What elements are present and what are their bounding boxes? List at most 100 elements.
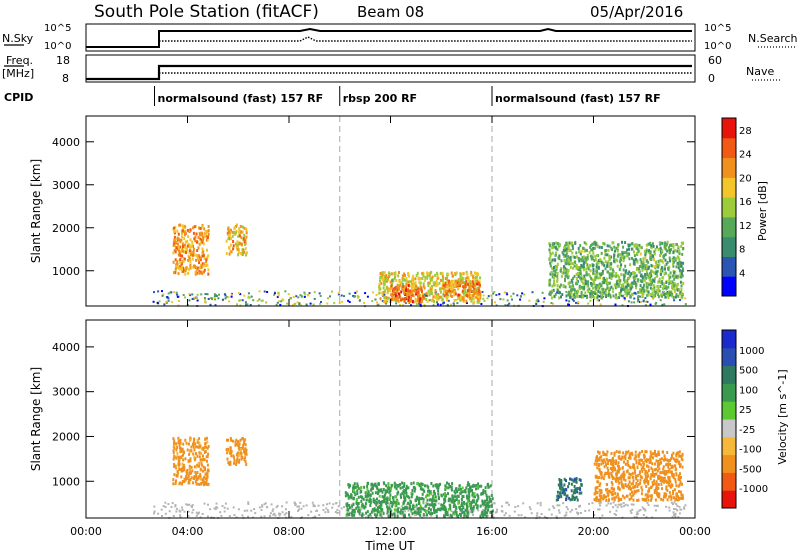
data-cell (647, 498, 650, 502)
data-cell (673, 496, 675, 500)
data-cell (446, 295, 449, 299)
data-cell (663, 272, 666, 276)
scatter-cell (612, 506, 615, 509)
data-cell (662, 498, 665, 502)
data-cell (450, 283, 453, 287)
data-cell (617, 499, 620, 503)
data-cell (679, 472, 681, 476)
data-cell (181, 466, 184, 470)
data-cell (556, 274, 559, 278)
scatter-cell (437, 502, 440, 505)
data-cell (595, 287, 598, 291)
colorbar-segment (722, 236, 736, 257)
data-cell (622, 259, 625, 263)
scatter-cell (241, 299, 244, 302)
data-cell (172, 260, 175, 264)
data-cell (244, 443, 247, 447)
data-cell (192, 445, 195, 449)
data-cell (609, 293, 612, 297)
data-cell (634, 454, 637, 458)
data-cell (624, 289, 627, 292)
data-cell (197, 235, 200, 239)
scatter-cell (382, 510, 385, 513)
data-cell (588, 250, 591, 254)
data-cell (611, 469, 614, 473)
data-cell (371, 508, 374, 512)
data-cell (552, 288, 555, 292)
data-cell (555, 246, 558, 250)
data-cell (626, 291, 628, 295)
data-cell (239, 230, 242, 234)
data-cell (402, 490, 405, 494)
scatter-cell (153, 505, 156, 508)
data-cell (393, 276, 396, 280)
scatter-cell (481, 291, 484, 293)
data-cell (671, 294, 673, 298)
scatter-cell (261, 504, 264, 507)
data-cell (600, 458, 603, 462)
data-cell (192, 247, 195, 251)
data-cell (620, 273, 623, 277)
data-cell (366, 484, 369, 488)
data-cell (233, 458, 236, 462)
data-cell (433, 283, 436, 287)
data-cell (604, 288, 607, 292)
data-cell (652, 456, 654, 460)
data-cell (640, 492, 643, 496)
data-cell (379, 276, 382, 280)
data-cell (639, 478, 642, 482)
data-cell (586, 263, 589, 267)
data-cell (415, 273, 418, 277)
data-cell (470, 290, 473, 293)
scatter-cell (642, 507, 645, 510)
data-cell (583, 287, 586, 291)
data-cell (188, 452, 191, 456)
data-cell (662, 465, 665, 469)
data-cell (657, 450, 660, 454)
scatter-cell (507, 503, 510, 506)
data-cell (189, 457, 192, 461)
data-cell (675, 458, 678, 462)
data-cell (426, 498, 429, 502)
scatter-cell (493, 502, 496, 505)
data-cell (174, 258, 177, 262)
data-cell (242, 442, 245, 446)
data-cell (236, 243, 239, 247)
data-cell (578, 294, 581, 298)
data-cell (173, 271, 176, 275)
data-cell (377, 510, 380, 514)
data-cell (422, 274, 425, 278)
data-cell (676, 498, 679, 502)
data-cell (380, 503, 383, 507)
data-cell (676, 255, 679, 259)
data-cell (606, 450, 609, 454)
data-cell (444, 510, 447, 514)
data-cell (550, 260, 553, 264)
data-cell (433, 489, 435, 493)
data-cell (667, 462, 670, 466)
data-cell (553, 245, 556, 249)
data-cell (436, 271, 438, 275)
data-cell (173, 231, 176, 235)
data-cell (183, 477, 186, 481)
data-cell (563, 483, 566, 487)
data-cell (595, 495, 598, 499)
data-cell (554, 258, 557, 262)
data-cell (654, 248, 657, 251)
data-cell (461, 289, 464, 293)
data-cell (232, 454, 235, 458)
scatter-cell (338, 511, 341, 514)
scatter-cell (280, 300, 283, 303)
data-cell (413, 286, 416, 290)
data-cell (446, 298, 449, 302)
data-cell (672, 264, 675, 268)
data-cell (425, 495, 427, 499)
data-cell (553, 273, 556, 277)
scatter-cell (191, 504, 194, 507)
data-cell (661, 457, 663, 461)
data-cell (432, 281, 435, 284)
data-cell (554, 251, 557, 255)
data-cell (671, 283, 674, 287)
data-cell (378, 283, 381, 287)
data-cell (600, 251, 603, 255)
